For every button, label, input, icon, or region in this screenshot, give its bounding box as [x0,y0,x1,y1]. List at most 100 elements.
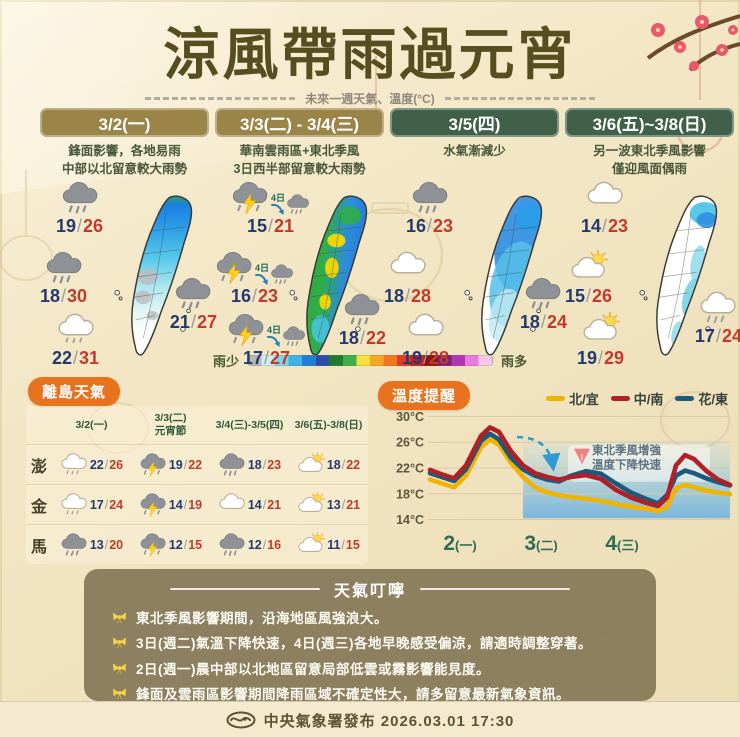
thunderstorm-icon [215,250,253,286]
temperature-range: 19/26 [56,216,104,237]
tip-item: 2日(週一)晨中部以北地區留意局部低雲或霧影響能見度。 [112,658,640,678]
forecast-description: 另一波東北季風影響 僅迎風面偶雨 [593,144,706,177]
legend-dash-icon [675,396,695,401]
thunderstorm-icon [139,452,167,478]
temperature-range: 15/21 [246,216,295,237]
taiwan-rain-map [632,180,734,376]
series-北/宜 [427,437,733,514]
temperature-range: 17/27 [242,348,291,369]
x-tick-label: 2(一) [443,532,476,555]
weather-tips-panel: 天氣叮嚀 東北季風影響期間，沿海地區風強浪大。 3日(週二)氣溫下降快速，4日(… [84,569,656,703]
island-forecast-cell: 11/15 [289,524,368,564]
island-forecast-cell: 22/26 [52,444,131,484]
taiwan-rain-map [282,180,384,376]
islands-col-header: 3/2(一) [75,418,108,431]
white-rain-cloud-icon [699,290,737,326]
series-花/東 [427,431,733,506]
temperature-range: 22/31 [52,348,100,369]
temperature-range: 19/28 [402,348,450,368]
islands-weather-table: 3/2(一) 3/3(二) 元宵節 3/4(三)-3/5(四) 3/6(五)-3/… [26,406,368,564]
rain-scale-more-label: 雨多 [501,354,528,369]
y-tick-label: 22°C [396,462,424,476]
rain-cloud-icon [524,276,562,312]
temperature-range: 18/24 [519,312,567,332]
rain-cloud-icon [45,250,83,286]
rain-cloud-icon [61,180,99,216]
island-forecast-cell: 12/16 [210,524,289,564]
cwa-logo-icon [226,711,256,729]
svg-text:!: ! [581,453,584,462]
y-tick-label: 26°C [396,436,424,450]
island-forecast-cell: 17/24 [52,484,131,524]
rain-cloud-icon [343,292,381,328]
footer: 中央氣象署發布 2026.03.01 17:30 [0,701,740,737]
island-forecast-cell: 18/23 [210,444,289,484]
temperature-range: 15/26 [565,286,613,307]
forecast-column-1: 3/2(一) 鋒面影響，各地易雨 中部以北留意較大雨勢 19/26 18/30 … [40,108,217,380]
chart-legend: 北/宜 中/南 花/東 [546,389,728,408]
thunderstorm-icon [227,312,265,348]
islands-col-header: 3/3(二) 元宵節 [154,412,187,437]
cloud-icon [407,312,445,348]
rain-cloud-icon [270,263,294,286]
islands-col-header: 3/4(三)-3/5(四) [215,418,284,431]
tip-item: 鋒面及雲雨區影響期間降雨區域不確定性大，請多留意最新氣象資訊。 [112,683,640,703]
thunderstorm-icon [139,492,167,518]
temperature-chart: 30°C 26°C 22°C 18°C 14°C! 東北季風增強 溫度下降快速 2(一) 3(二… [388,402,736,568]
island-forecast-cell: 14/19 [131,484,210,524]
forecast-column-4: 3/6(五)~3/8(日) 另一波東北季風影響 僅迎風面偶雨 14/23 15/… [565,108,740,380]
island-forecast-cell: 19/22 [131,444,210,484]
taiwan-rain-map [457,180,559,376]
annotation-line2: 溫度下降快速 [592,458,661,472]
legend-item: 中/南 [610,389,663,408]
temperature-range: 19/29 [577,348,625,369]
bow-icon [112,661,127,675]
cloud-icon [586,180,624,216]
rain-scale-gradient-bar [247,355,493,366]
thunderstorm-icon [231,180,269,216]
temperature-range: 14/23 [581,216,629,237]
divider-dashes-right [444,97,595,100]
subtitle: 未來一週天氣、溫度(°C) [305,92,435,106]
bow-icon [112,610,127,624]
island-row-label: 馬 [26,524,52,564]
rain-cloud-icon [174,276,212,312]
temperature-range: 21/27 [169,312,217,333]
tips-divider-left [169,588,320,590]
next-day-label: 4日 [254,263,269,274]
rain-scale: 雨少 雨多 [0,351,740,370]
bow-icon [112,635,127,649]
drizzle-cloud-icon [57,312,95,348]
y-tick-label: 14°C [396,513,424,527]
forecast-description: 華南雲雨區+東北季風 3日西半部留意較大雨勢 [233,144,366,177]
rain-cloud-icon [411,180,449,216]
islands-badge: 離島天氣 [28,377,121,406]
taiwan-rain-map [107,180,209,376]
rain-cloud-icon [286,193,310,216]
sun-cloud-icon [297,531,326,558]
series-中/南 [427,425,733,509]
cloud-icon [389,250,427,286]
thunderstorm-icon [139,532,167,558]
tips-title: 天氣叮嚀 [333,583,406,600]
rain-cloud-icon [282,325,306,348]
drizzle-cloud-icon [60,452,88,478]
x-tick-label: 4(三) [605,532,638,555]
tips-divider-right [420,588,570,590]
page-title: 涼風帶雨過元宵 [163,23,577,86]
next-day-label: 4日 [266,325,281,336]
y-tick-label: 30°C [396,410,424,424]
sun-cloud-icon [297,491,325,518]
island-forecast-cell: 13/20 [52,524,131,564]
sun-cloud-icon [582,311,620,348]
forecast-column-3: 3/5(四) 水氣漸減少 16/23 18/28 18/24 19/28 [384,108,567,380]
temperature-range: 17/24 [694,326,740,347]
rain-cloud-icon [60,532,88,558]
x-tick-label: 3(二) [524,532,557,555]
island-forecast-cell: 14/21 [210,484,289,524]
island-forecast-cell: 18/22 [289,444,368,484]
rain-cloud-icon [218,452,246,478]
forecast-description: 鋒面影響，各地易雨 中部以北留意較大雨勢 [61,144,187,177]
sun-cloud-icon [570,249,608,286]
temperature-range: 18/22 [338,328,386,349]
